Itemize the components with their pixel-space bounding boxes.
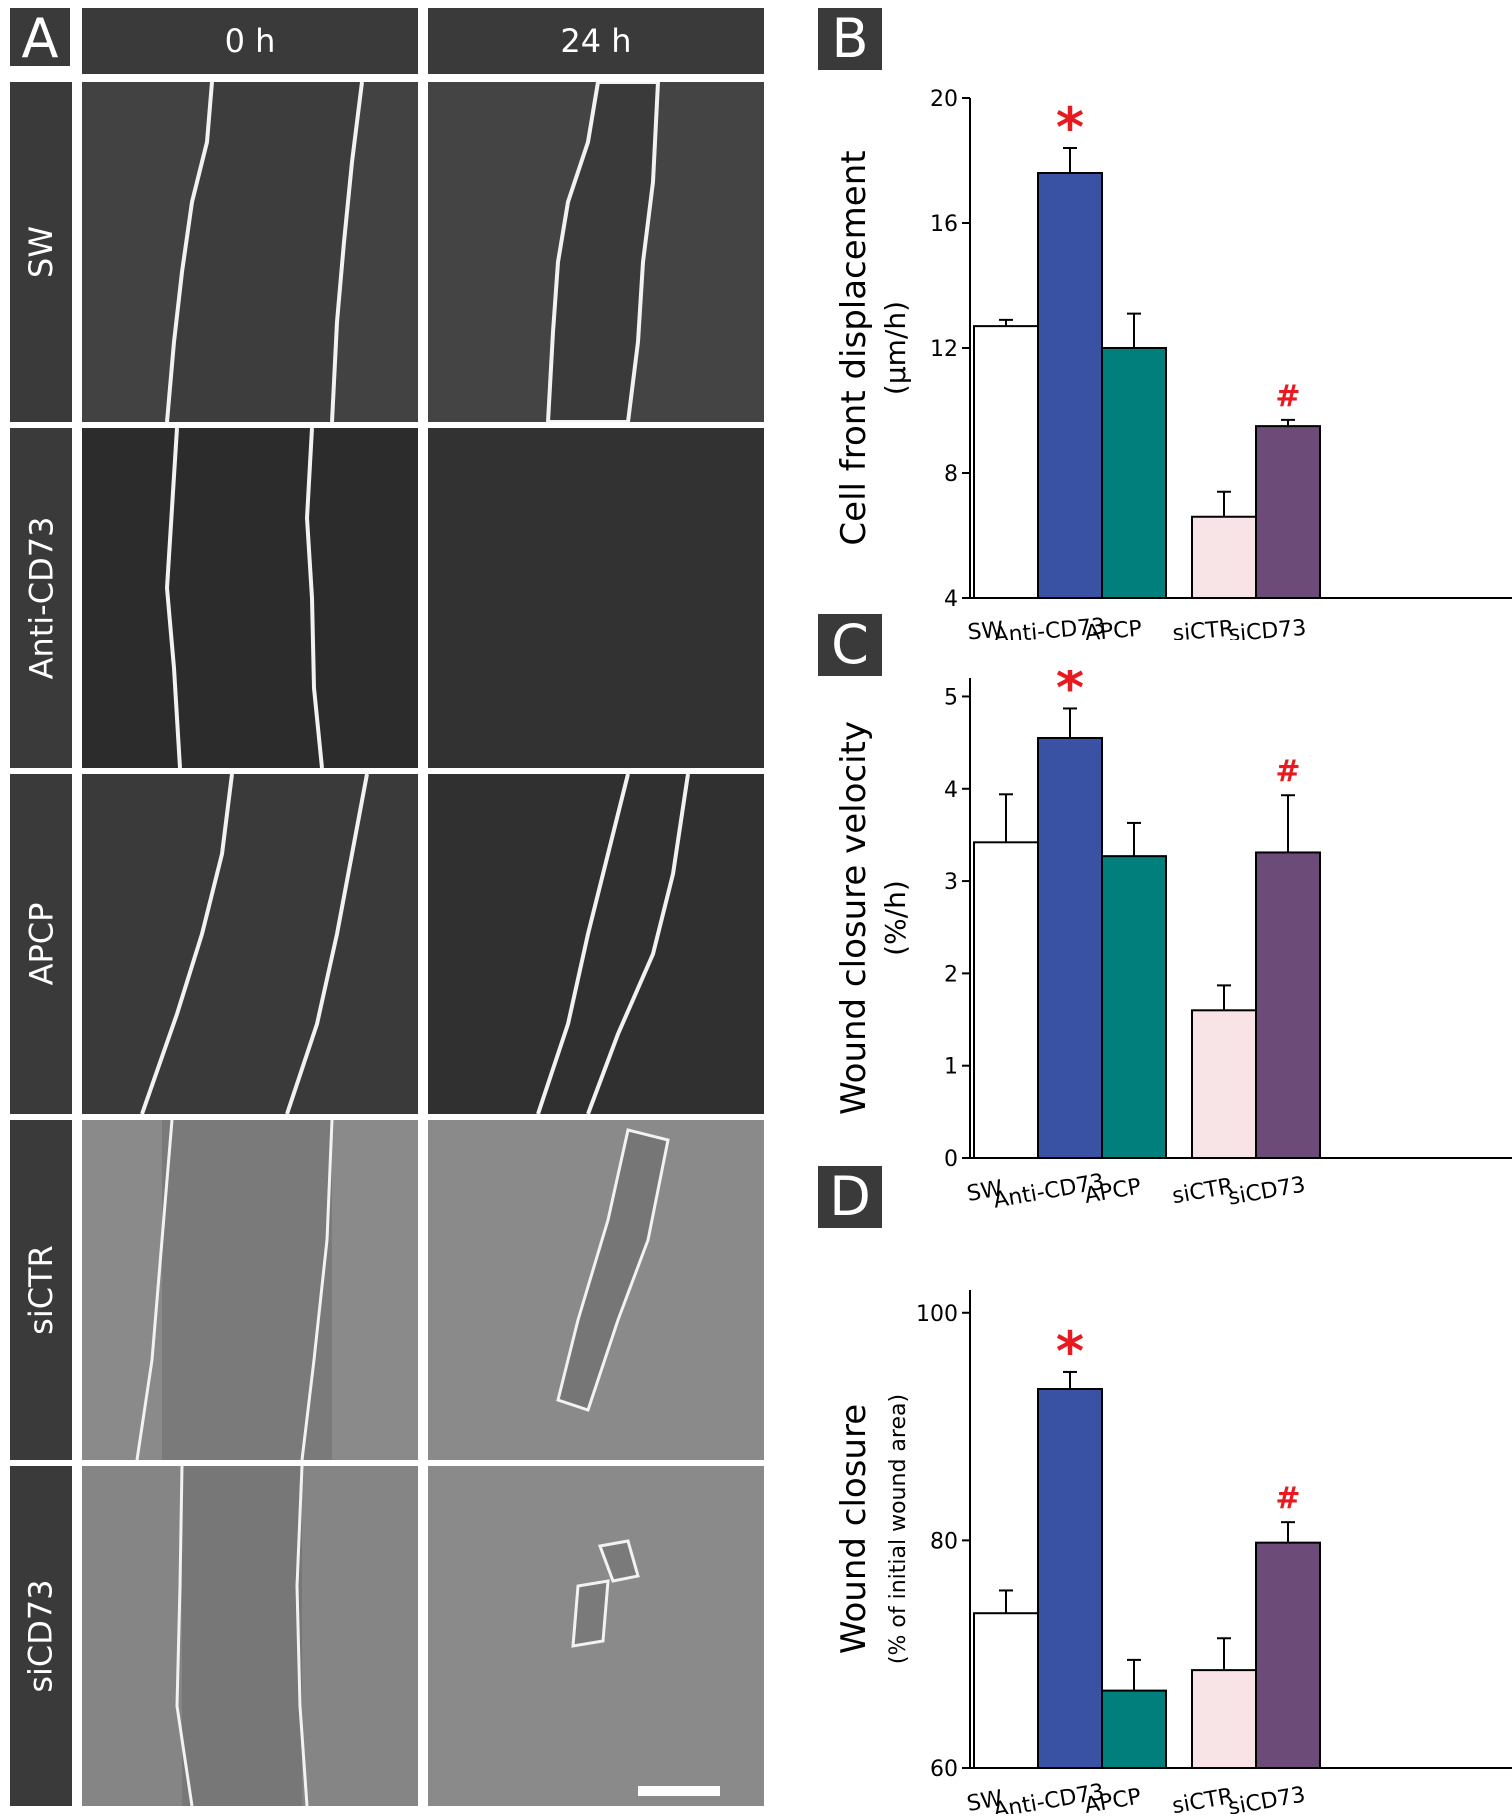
y-axis-label: Cell front displacement: [834, 150, 874, 545]
significance-marker: #: [1275, 379, 1300, 414]
bar: [1037, 1388, 1103, 1769]
column-header-0h: 0 h: [82, 8, 418, 74]
panel-b-label: B: [818, 8, 882, 70]
bar: [1191, 1669, 1257, 1769]
bar: [1101, 1689, 1167, 1769]
y-axis-unit-label: (% of initial wound area): [886, 1394, 911, 1664]
y-tick-label: 2: [944, 962, 958, 987]
y-tick-label: 100: [916, 1302, 958, 1327]
micrograph-apcp-24h: [428, 774, 764, 1114]
micrograph-sicd73-0h: [82, 1466, 418, 1806]
y-tick-label: 8: [944, 462, 958, 487]
bar: [1255, 1541, 1321, 1769]
y-tick-label: 80: [930, 1529, 958, 1554]
panel-a-label: A: [10, 8, 70, 70]
y-tick-label: 5: [944, 685, 958, 710]
row-label-text: Anti-CD73: [22, 516, 61, 680]
category-label: SW: [965, 1786, 1005, 1814]
category-label: siCTR: [1172, 616, 1236, 640]
category-label: siCD73: [1226, 1783, 1307, 1814]
significance-marker: *: [1056, 670, 1084, 719]
y-axis-label: Wound closure: [834, 1404, 874, 1654]
row-label-sictr: siCTR: [10, 1120, 72, 1460]
bar: [973, 1612, 1039, 1769]
bar: [1191, 515, 1257, 599]
bar: [1101, 855, 1167, 1159]
significance-marker: #: [1275, 754, 1300, 789]
micrograph-sictr-24h: [428, 1120, 764, 1460]
column-header-24h: 24 h: [428, 8, 764, 74]
row-label-text: SW: [21, 226, 60, 278]
y-tick-label: 60: [930, 1757, 958, 1782]
bar: [1191, 1009, 1257, 1159]
chart-b: 4 8 12 16 20 Cell front displacement (µm/h) SW *…: [820, 80, 1512, 649]
y-axis-unit-label: (µm/h): [879, 301, 912, 395]
row-label-text: siCTR: [22, 1245, 60, 1335]
y-tick-label: 16: [930, 212, 958, 237]
category-label: siCD73: [1226, 1173, 1307, 1210]
micrograph-anti-cd73-0h: [82, 428, 418, 768]
chart-d-svg: 60 80 100 Wound closure (% of initial wound …: [834, 1290, 1512, 1818]
row-label-apcp: APCP: [10, 774, 72, 1114]
category-label: siCTR: [1170, 1174, 1235, 1209]
category-label: SW: [965, 1176, 1005, 1207]
micrograph-sw-24h: [428, 82, 764, 422]
significance-marker: *: [1056, 96, 1084, 159]
panel-d-label: D: [818, 1166, 882, 1228]
y-tick-label: 0: [944, 1147, 958, 1172]
row-label-sicd73: siCD73: [10, 1466, 72, 1806]
bar: [1255, 851, 1321, 1159]
bar: [973, 325, 1039, 599]
micrograph-sictr-0h: [82, 1120, 418, 1460]
y-tick-label: 1: [944, 1055, 958, 1080]
y-tick-label: 3: [944, 870, 958, 895]
chart-c: 0 1 2 3 4 5 Wound closure velocity (%/h) SW * Anti…: [820, 656, 1512, 1214]
row-label-text: siCD73: [22, 1579, 61, 1693]
y-tick-label: 20: [930, 87, 958, 112]
significance-marker: *: [1056, 1320, 1084, 1383]
row-label-text: APCP: [22, 902, 61, 986]
bar: [1255, 425, 1321, 599]
row-label-anti-cd73: Anti-CD73: [10, 428, 72, 768]
scale-bar: [638, 1786, 720, 1796]
chart-plot-group: 60 80 100 Wound closure (% of initial wound …: [834, 1290, 1512, 1818]
chart-d: 60 80 100 Wound closure (% of initial wound …: [820, 1290, 1512, 1818]
y-tick-label: 4: [944, 587, 958, 612]
y-tick-label: 12: [930, 337, 958, 362]
y-tick-label: 4: [944, 778, 958, 803]
bar: [1101, 347, 1167, 599]
significance-marker: #: [1275, 1481, 1300, 1516]
bar: [1037, 737, 1103, 1159]
micrograph-apcp-0h: [82, 774, 418, 1114]
row-label-sw: SW: [10, 82, 72, 422]
category-label: siCTR: [1170, 1784, 1235, 1814]
micrograph-sw-0h: [82, 82, 418, 422]
micrograph-anti-cd73-24h: [428, 428, 764, 768]
category-label: APCP: [1084, 617, 1143, 640]
category-label: siCD73: [1228, 616, 1308, 640]
micrograph-sicd73-24h: [428, 1466, 764, 1806]
panel-c-label: C: [818, 614, 882, 676]
bar: [973, 841, 1039, 1160]
y-axis-label: Wound closure velocity: [834, 721, 874, 1115]
bar: [1037, 172, 1103, 599]
y-axis-unit-label: (%/h): [879, 880, 912, 956]
